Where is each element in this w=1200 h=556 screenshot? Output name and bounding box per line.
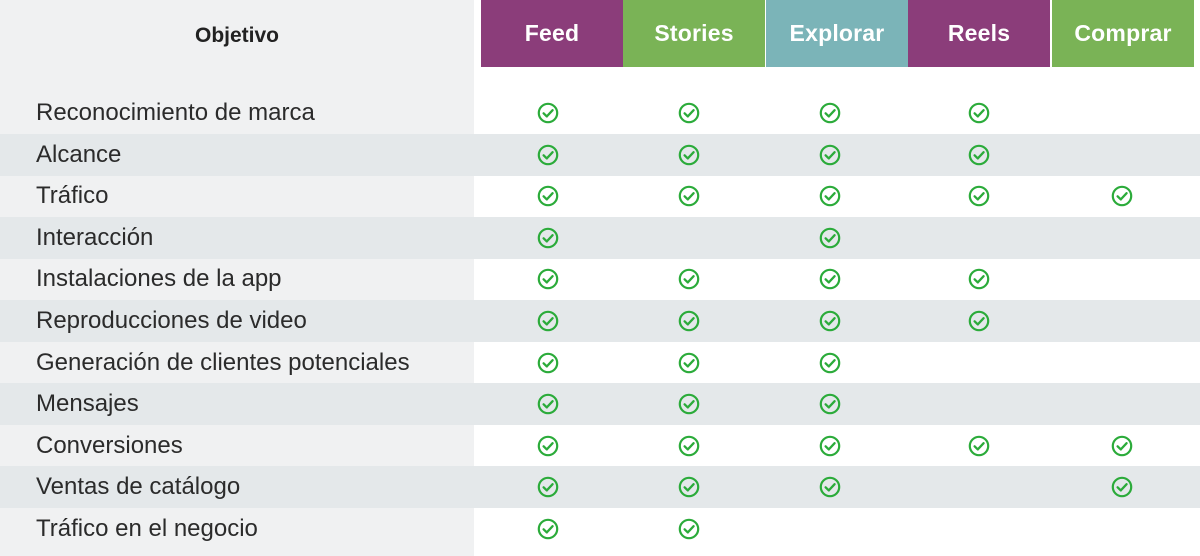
check-circle-icon <box>678 310 700 332</box>
check-circle-icon <box>537 310 559 332</box>
row-shading <box>0 466 1200 509</box>
check-circle-icon <box>678 393 700 415</box>
objective-label: Reproducciones de video <box>36 307 307 334</box>
column-header-feed: Feed <box>481 0 623 67</box>
check-circle-icon <box>537 102 559 124</box>
row-shading <box>0 383 1200 426</box>
check-circle-icon <box>819 102 841 124</box>
check-circle-icon <box>537 144 559 165</box>
check-circle-icon <box>537 477 559 498</box>
check-circle-icon <box>968 185 990 207</box>
table-row: Tráfico <box>0 175 1200 217</box>
check-circle-icon <box>819 477 841 498</box>
check-circle-icon <box>968 144 990 165</box>
check-circle-icon <box>1111 435 1133 457</box>
check-circle-icon <box>537 393 559 415</box>
check-circle-icon <box>678 477 700 498</box>
check-circle-icon <box>678 518 700 540</box>
table-row: Tráfico en el negocio <box>0 508 1200 550</box>
table-row: Instalaciones de la app <box>0 258 1200 300</box>
objective-label: Instalaciones de la app <box>36 265 282 293</box>
table-row: Alcance <box>0 133 1200 176</box>
check-circle-icon <box>678 185 700 207</box>
column-header-comprar: Comprar <box>1052 0 1194 67</box>
check-circle-icon <box>537 269 559 290</box>
objective-label: Generación de clientes potenciales <box>36 348 410 376</box>
check-circle-icon <box>678 102 700 124</box>
check-circle-icon <box>819 227 841 249</box>
check-circle-icon <box>819 393 841 415</box>
objective-column-background <box>0 0 474 556</box>
objective-label: Ventas de catálogo <box>36 473 241 501</box>
check-circle-icon <box>537 518 559 540</box>
check-circle-icon <box>678 435 700 457</box>
row-shading <box>0 216 1200 259</box>
row-shading <box>0 300 1200 342</box>
check-circle-icon <box>678 352 700 373</box>
check-circle-icon <box>819 435 841 457</box>
check-circle-icon <box>678 269 700 290</box>
check-circle-icon <box>678 144 700 165</box>
column-header-explorar: Explorar <box>766 0 908 67</box>
objective-label: Alcance <box>36 140 122 168</box>
objective-label: Interacción <box>36 223 154 251</box>
table-row: Reconocimiento de marca <box>0 92 1200 134</box>
table-row: Mensajes <box>0 383 1200 426</box>
objective-label: Tráfico <box>36 182 109 210</box>
check-circle-icon <box>968 269 990 290</box>
check-circle-icon <box>537 227 559 249</box>
table-row: Conversiones <box>0 425 1200 467</box>
objective-label: Mensajes <box>36 390 139 418</box>
check-circle-icon <box>1111 185 1133 207</box>
check-circle-icon <box>537 352 559 373</box>
objective-label: Conversiones <box>36 431 183 459</box>
objective-label: Reconocimiento de marca <box>36 99 315 126</box>
check-circle-icon <box>819 185 841 207</box>
check-circle-icon <box>1111 477 1133 498</box>
table-row: Reproducciones de video <box>0 300 1200 342</box>
table-row: Interacción <box>0 216 1200 259</box>
check-circle-icon <box>819 144 841 165</box>
objective-label: Tráfico en el negocio <box>36 515 258 542</box>
check-circle-icon <box>968 435 990 457</box>
check-circle-icon <box>968 310 990 332</box>
column-header-reels: Reels <box>908 0 1050 67</box>
check-circle-icon <box>819 269 841 290</box>
check-circle-icon <box>537 185 559 207</box>
check-circle-icon <box>968 102 990 124</box>
check-circle-icon <box>819 310 841 332</box>
check-circle-icon <box>537 435 559 457</box>
objective-header: Objetivo <box>194 24 279 47</box>
table-row: Ventas de catálogo <box>0 466 1200 509</box>
row-shading <box>0 133 1200 176</box>
column-header-stories: Stories <box>623 0 765 67</box>
table-row: Generación de clientes potenciales <box>0 342 1200 384</box>
check-circle-icon <box>819 352 841 373</box>
